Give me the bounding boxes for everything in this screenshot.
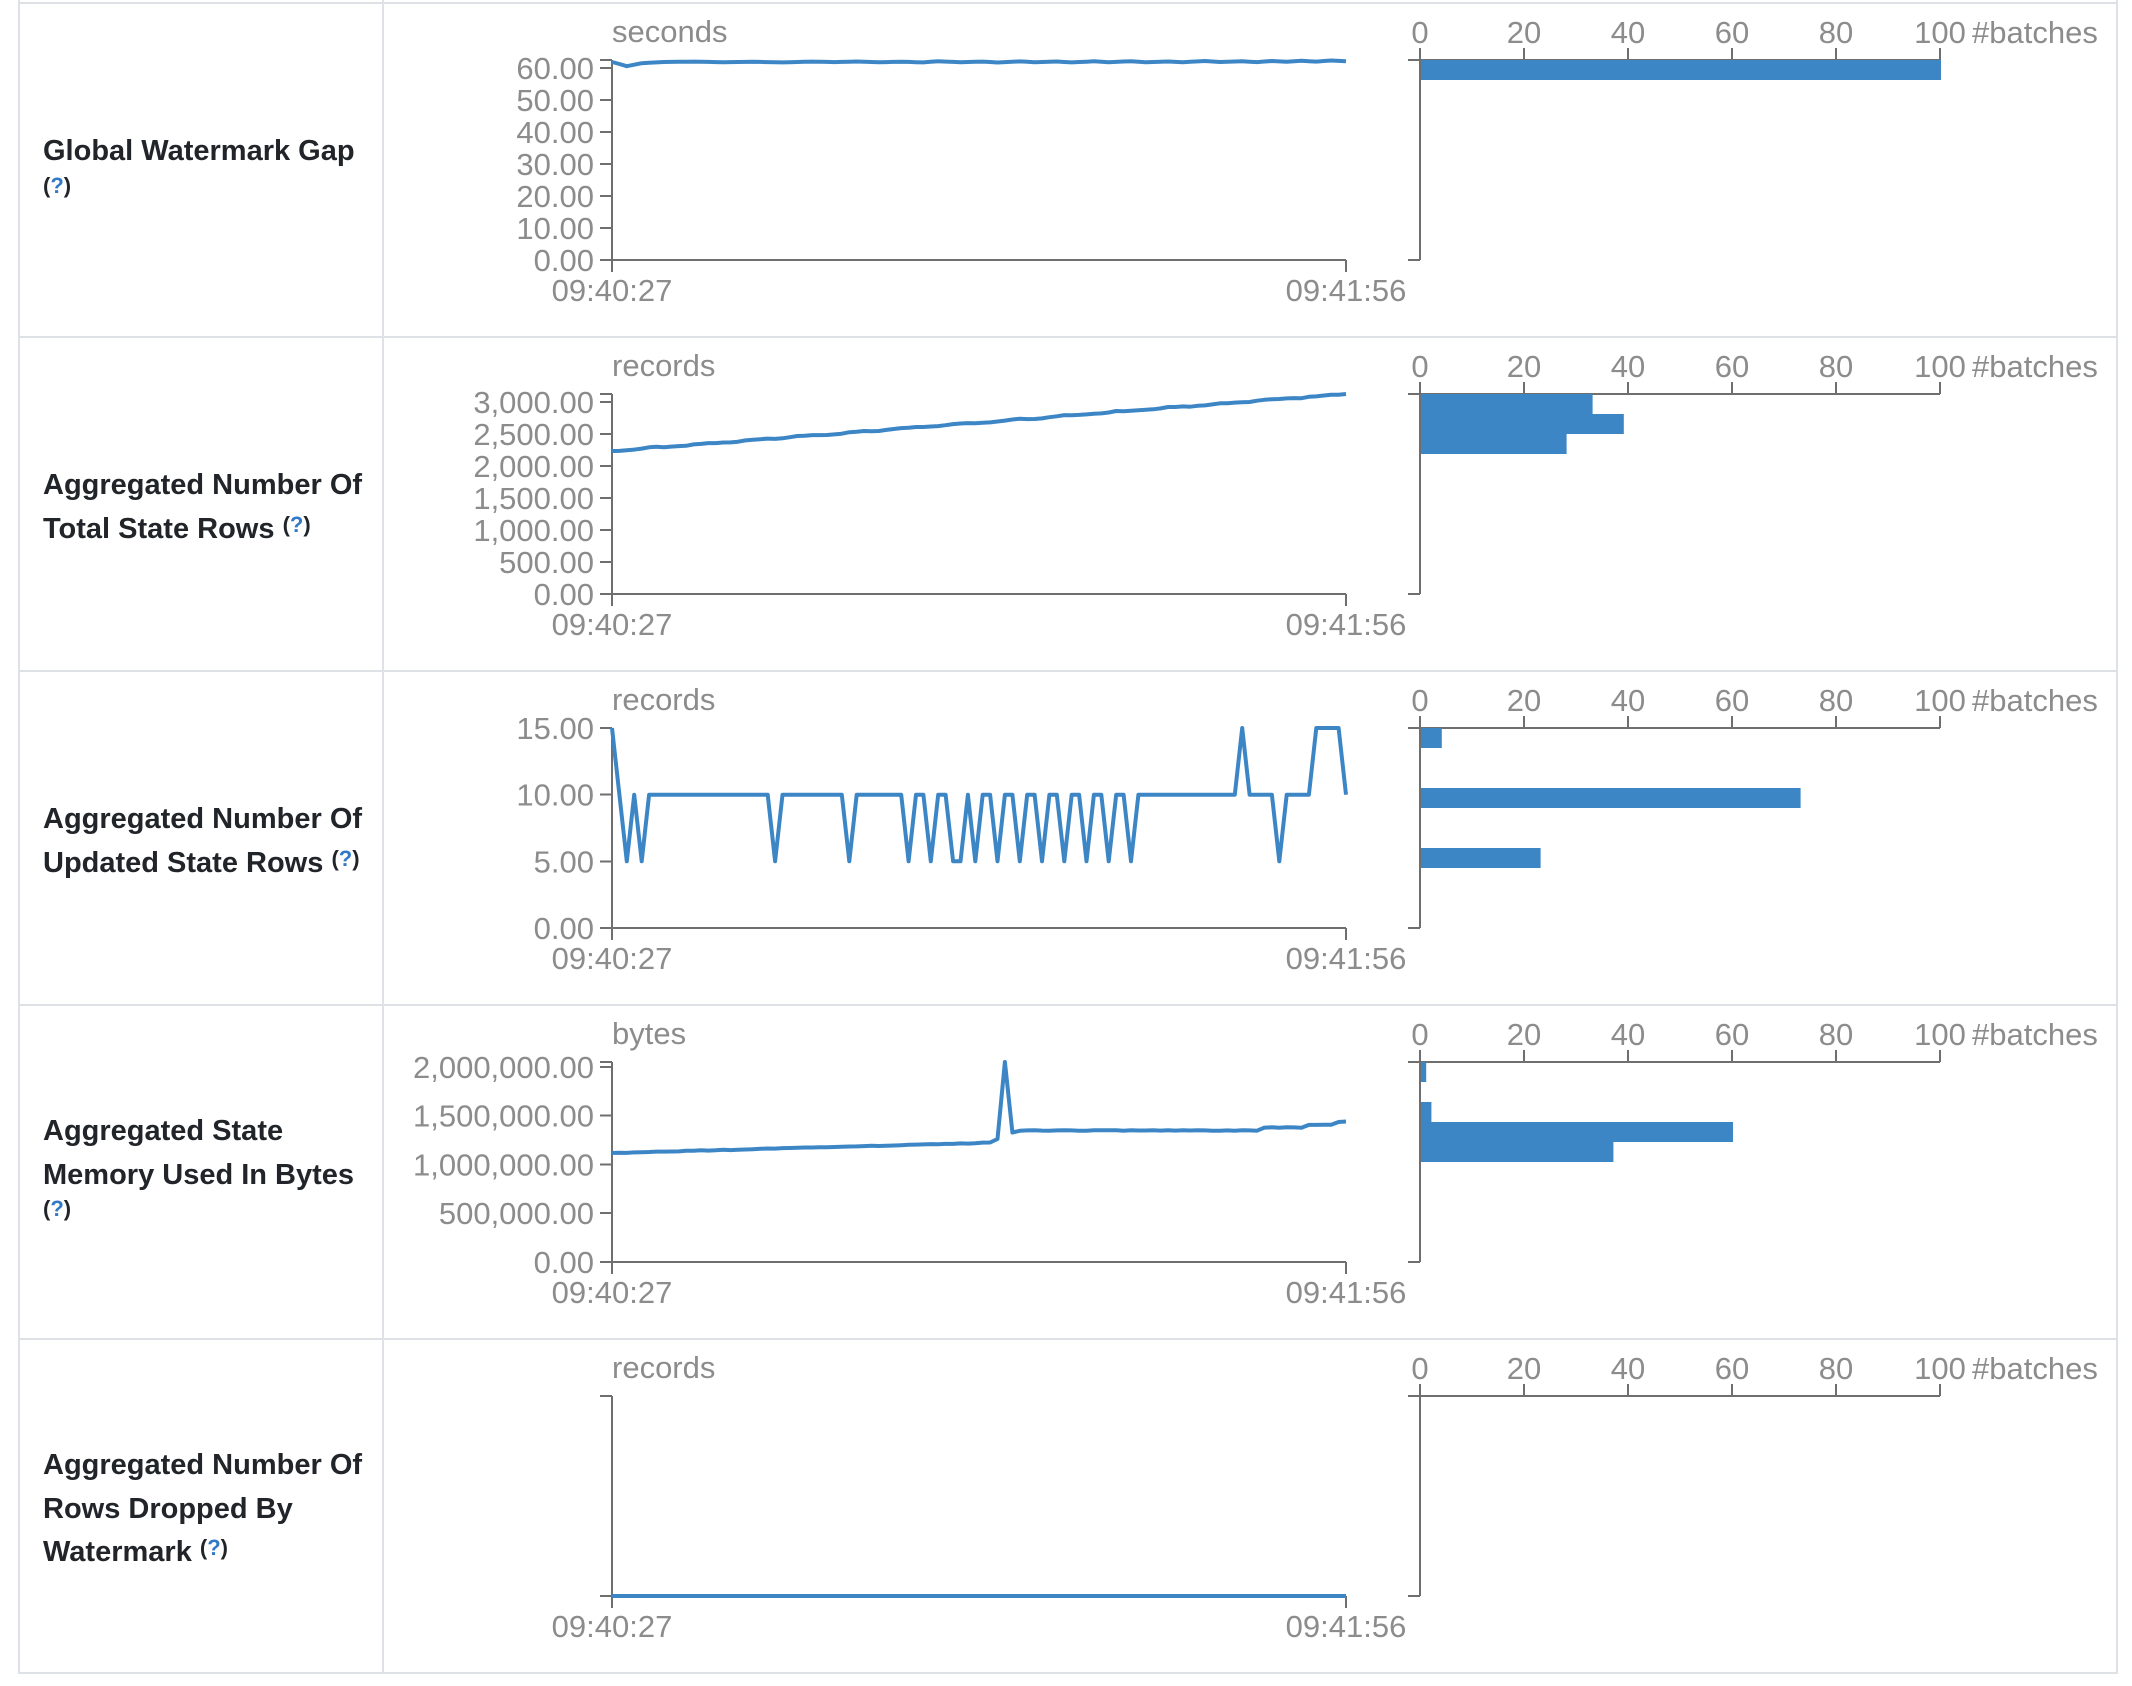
svg-text:60: 60 (1715, 349, 1749, 384)
svg-text:20: 20 (1507, 349, 1541, 384)
svg-text:100: 100 (1914, 15, 1966, 50)
svg-text:60: 60 (1715, 1017, 1749, 1052)
svg-text:500,000.00: 500,000.00 (439, 1196, 594, 1231)
svg-text:09:40:27: 09:40:27 (552, 273, 673, 308)
svg-text:1,000,000.00: 1,000,000.00 (413, 1147, 594, 1182)
svg-text:2,000,000.00: 2,000,000.00 (413, 1050, 594, 1085)
svg-text:60: 60 (1715, 1351, 1749, 1386)
svg-text:#batches: #batches (1972, 683, 2098, 718)
svg-text:40: 40 (1611, 15, 1645, 50)
svg-text:80: 80 (1819, 1351, 1853, 1386)
svg-text:0: 0 (1411, 683, 1428, 718)
svg-text:40: 40 (1611, 1017, 1645, 1052)
svg-text:100: 100 (1914, 349, 1966, 384)
svg-text:30.00: 30.00 (516, 147, 594, 182)
svg-text:#batches: #batches (1972, 349, 2098, 384)
svg-text:80: 80 (1819, 683, 1853, 718)
svg-text:09:41:56: 09:41:56 (1286, 941, 1407, 976)
svg-text:40: 40 (1611, 349, 1645, 384)
svg-text:#batches: #batches (1972, 1351, 2098, 1386)
svg-text:#batches: #batches (1972, 15, 2098, 50)
svg-text:09:40:27: 09:40:27 (552, 941, 673, 976)
svg-text:10.00: 10.00 (516, 778, 594, 813)
svg-text:100: 100 (1914, 1351, 1966, 1386)
svg-text:20: 20 (1507, 15, 1541, 50)
svg-text:0: 0 (1411, 15, 1428, 50)
svg-text:15.00: 15.00 (516, 711, 594, 746)
svg-text:0.00: 0.00 (534, 911, 594, 946)
svg-text:80: 80 (1819, 1017, 1853, 1052)
svg-text:20: 20 (1507, 1017, 1541, 1052)
svg-text:80: 80 (1819, 15, 1853, 50)
svg-text:09:40:27: 09:40:27 (552, 1275, 673, 1310)
svg-text:records: records (612, 682, 715, 717)
svg-text:09:40:27: 09:40:27 (552, 1609, 673, 1644)
svg-text:2,000.00: 2,000.00 (473, 449, 594, 484)
svg-text:2,500.00: 2,500.00 (473, 417, 594, 452)
svg-text:50.00: 50.00 (516, 83, 594, 118)
svg-text:60: 60 (1715, 15, 1749, 50)
svg-text:40.00: 40.00 (516, 115, 594, 150)
svg-text:10.00: 10.00 (516, 211, 594, 246)
svg-text:1,500,000.00: 1,500,000.00 (413, 1099, 594, 1134)
svg-text:09:41:56: 09:41:56 (1286, 1275, 1407, 1310)
svg-text:20: 20 (1507, 1351, 1541, 1386)
svg-text:80: 80 (1819, 349, 1853, 384)
svg-text:60: 60 (1715, 683, 1749, 718)
svg-text:1,000.00: 1,000.00 (473, 513, 594, 548)
svg-text:20.00: 20.00 (516, 179, 594, 214)
svg-text:0: 0 (1411, 349, 1428, 384)
svg-text:0: 0 (1411, 1017, 1428, 1052)
svg-text:20: 20 (1507, 683, 1541, 718)
svg-text:3,000.00: 3,000.00 (473, 385, 594, 420)
svg-text:500.00: 500.00 (499, 545, 594, 580)
svg-text:100: 100 (1914, 683, 1966, 718)
svg-text:0.00: 0.00 (534, 243, 594, 278)
svg-text:0: 0 (1411, 1351, 1428, 1386)
svg-text:40: 40 (1611, 683, 1645, 718)
svg-text:seconds: seconds (612, 14, 727, 49)
svg-text:records: records (612, 348, 715, 383)
svg-text:0.00: 0.00 (534, 1245, 594, 1280)
svg-text:1,500.00: 1,500.00 (473, 481, 594, 516)
svg-text:09:40:27: 09:40:27 (552, 607, 673, 642)
svg-text:09:41:56: 09:41:56 (1286, 1609, 1407, 1644)
svg-text:5.00: 5.00 (534, 844, 594, 879)
svg-text:#batches: #batches (1972, 1017, 2098, 1052)
svg-text:09:41:56: 09:41:56 (1286, 273, 1407, 308)
svg-text:09:41:56: 09:41:56 (1286, 607, 1407, 642)
svg-text:100: 100 (1914, 1017, 1966, 1052)
svg-text:40: 40 (1611, 1351, 1645, 1386)
svg-text:60.00: 60.00 (516, 51, 594, 86)
svg-text:records: records (612, 1350, 715, 1385)
svg-text:bytes: bytes (612, 1016, 686, 1051)
svg-text:0.00: 0.00 (534, 577, 594, 612)
